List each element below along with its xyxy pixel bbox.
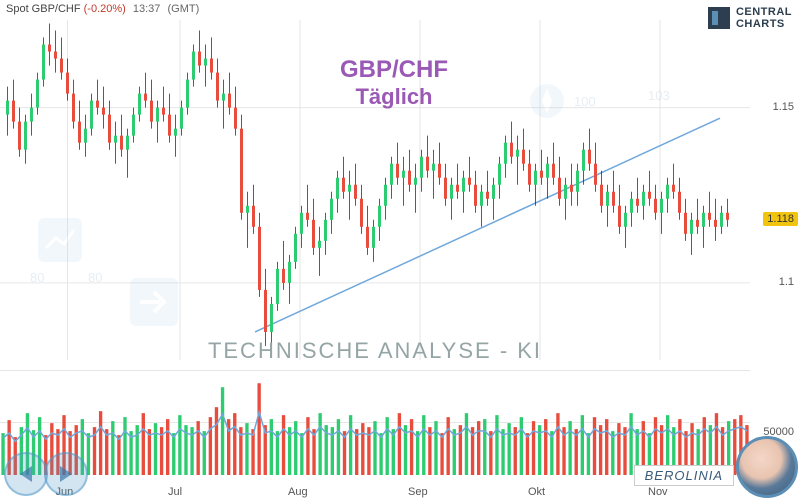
- watermark-label: 80: [88, 270, 102, 285]
- avatar-icon[interactable]: [736, 436, 798, 498]
- tech-analysis-title: TECHNISCHE ANALYSE - KI: [0, 338, 750, 364]
- x-tick: Sep: [408, 486, 428, 498]
- tz-label: (GMT): [167, 3, 199, 15]
- nav-next-button[interactable]: [44, 452, 88, 496]
- nav-prev-button[interactable]: [4, 452, 48, 496]
- watermark-icon: [38, 218, 82, 262]
- chart-container: Spot GBP/CHF (-0.20%) 13:37 (GMT) CENTRA…: [0, 0, 800, 500]
- x-tick: Jul: [168, 486, 182, 498]
- pair-label: GBP/CHF: [340, 56, 448, 83]
- watermark-label: 80: [30, 270, 44, 285]
- time-label: 13:37: [133, 3, 161, 15]
- y-tick: 1.1: [779, 276, 794, 288]
- chart-title-overlay: GBP/CHF Täglich: [340, 56, 448, 110]
- watermark-label: 103: [648, 88, 670, 103]
- compass-icon: [528, 82, 566, 120]
- arrow-left-icon: [20, 466, 32, 482]
- x-tick: Nov: [648, 486, 668, 498]
- arrow-icon: [130, 278, 178, 326]
- volume-chart[interactable]: [0, 370, 750, 475]
- period-label: Täglich: [340, 84, 448, 110]
- change-label: (-0.20%): [84, 3, 126, 15]
- current-price-tag: 1.118: [763, 212, 798, 226]
- logo-text: CENTRAL CHARTS: [736, 6, 792, 30]
- berolinia-badge: BEROLINIA: [634, 465, 734, 486]
- logo-icon: [708, 7, 730, 29]
- chart-header: Spot GBP/CHF (-0.20%) 13:37 (GMT): [6, 3, 199, 15]
- logo[interactable]: CENTRAL CHARTS: [708, 6, 792, 30]
- watermark-label: 100: [574, 94, 596, 109]
- arrow-right-icon: [60, 466, 72, 482]
- logo-line1: CENTRAL: [736, 6, 792, 18]
- y-axis: 1.15 1.1 1.118: [752, 20, 800, 360]
- symbol-label: Spot GBP/CHF: [6, 3, 81, 15]
- x-tick: Aug: [288, 486, 308, 498]
- x-tick: Okt: [528, 486, 545, 498]
- y-tick: 1.15: [773, 101, 794, 113]
- logo-line2: CHARTS: [736, 18, 792, 30]
